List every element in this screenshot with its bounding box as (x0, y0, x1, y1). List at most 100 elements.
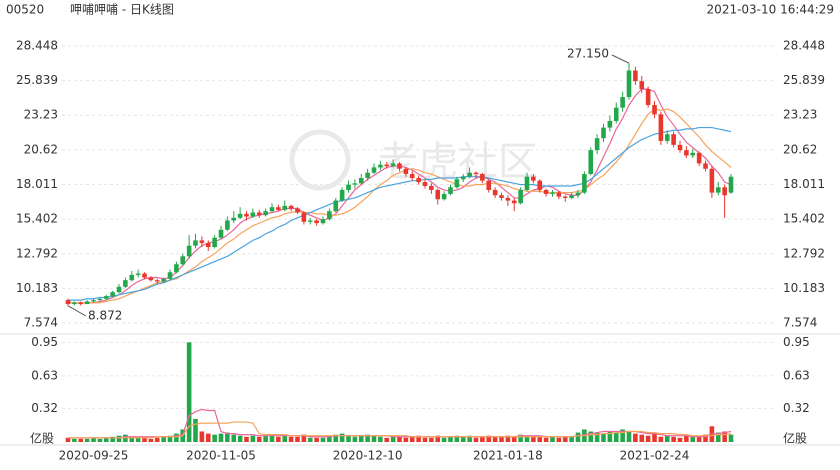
volume-bar (562, 436, 568, 442)
volume-bar (480, 436, 485, 442)
volume-bar (199, 431, 205, 442)
candle-body (110, 292, 115, 297)
candle-body (180, 256, 186, 265)
y-tick-label: 10.183 (783, 281, 825, 295)
volume-bar (473, 437, 479, 442)
volume-bar (690, 436, 696, 442)
volume-bar (715, 432, 721, 442)
candle-body (84, 301, 90, 305)
volume-bar (397, 436, 402, 442)
candle-body (320, 219, 326, 224)
stock-code: 00520 (6, 3, 44, 17)
candle-body (129, 274, 135, 281)
volume-bar (276, 436, 281, 442)
candle-body (639, 81, 645, 90)
volume-bar (531, 436, 536, 442)
ma-line (68, 126, 732, 301)
volume-ma-line (68, 408, 732, 439)
volume-bar (416, 435, 421, 442)
candle-body (397, 163, 402, 169)
volume-bar (110, 436, 115, 442)
candle-body (365, 172, 370, 179)
volume-bar (639, 434, 645, 442)
volume-bar (231, 434, 237, 442)
candle-body (454, 179, 460, 188)
volume-bar (652, 433, 657, 442)
volume-bar (295, 436, 300, 442)
candle-body (269, 207, 275, 212)
candle-body (556, 192, 562, 197)
candle-body (575, 192, 581, 196)
candle-body (460, 176, 466, 180)
y-tick-label: 25.839 (783, 73, 825, 87)
candle-body (65, 300, 71, 305)
candle-body (633, 70, 638, 82)
candle-body (499, 195, 504, 198)
candle-body (505, 197, 511, 201)
candle-body (167, 272, 173, 279)
candle-body (103, 296, 109, 299)
chart-name: 呷哺呷哺 - 日K线图 (70, 3, 174, 17)
volume-bar (403, 437, 409, 442)
volume-bar (358, 435, 364, 442)
candle-body (518, 189, 523, 204)
volume-bar (728, 434, 734, 442)
volume-bar (365, 434, 370, 442)
candle-body (154, 280, 160, 282)
candle-body (441, 193, 447, 200)
candle-body (91, 300, 96, 302)
candle-body (282, 205, 288, 210)
volume-bar (543, 437, 549, 442)
volume-bar (671, 436, 676, 442)
candle-body (728, 176, 734, 193)
y-tick-label: 28.448 (783, 39, 825, 53)
candle-body (473, 172, 479, 175)
candle-body (690, 152, 696, 156)
y-tick-label: 28.448 (16, 39, 58, 53)
x-tick-label: 2020-09-25 (59, 449, 129, 463)
volume-bar (594, 432, 600, 442)
volume-bar (620, 429, 625, 442)
low-label: 8.872 (88, 309, 122, 323)
candle-body (174, 264, 179, 273)
candle-body (225, 220, 230, 230)
x-tick-label: 2021-01-18 (473, 449, 543, 463)
volume-bar (626, 431, 632, 442)
volume-bar (658, 436, 664, 442)
volume-bar (263, 435, 268, 442)
candle-body (550, 192, 555, 194)
volume-bar (65, 437, 71, 442)
volume-bar (84, 438, 90, 442)
candle-body (301, 212, 307, 222)
volume-bar (91, 437, 96, 442)
volume-bar (677, 437, 683, 442)
volume-bar (409, 436, 415, 442)
candle-body (524, 176, 530, 190)
candle-body (148, 277, 154, 281)
candle-body (288, 205, 294, 209)
candle-body (703, 163, 708, 169)
volume-bar (333, 434, 339, 442)
candle-body (409, 174, 415, 179)
volume-bar (225, 432, 230, 442)
volume-bar (722, 431, 727, 442)
candle-body (384, 164, 390, 167)
y-tick-label: 18.011 (783, 177, 825, 191)
candle-body (511, 200, 517, 204)
volume-bar (537, 436, 543, 442)
y-tick-label: 7.574 (24, 316, 58, 330)
volume-bar (499, 436, 504, 442)
volume-bar (78, 438, 84, 442)
y-tick-label: 15.402 (783, 212, 825, 226)
volume-bar (588, 431, 594, 442)
candle-body (250, 212, 256, 217)
candle-body (486, 180, 492, 190)
candle-body (237, 213, 243, 218)
volume-bar (256, 436, 262, 442)
volume-bar (664, 435, 670, 442)
y-tick-label: 20.62 (783, 142, 817, 156)
volume-bar (142, 437, 147, 442)
volume-tick-label: 0.63 (31, 368, 58, 382)
volume-bar (193, 418, 198, 442)
volume-bar (569, 436, 574, 442)
